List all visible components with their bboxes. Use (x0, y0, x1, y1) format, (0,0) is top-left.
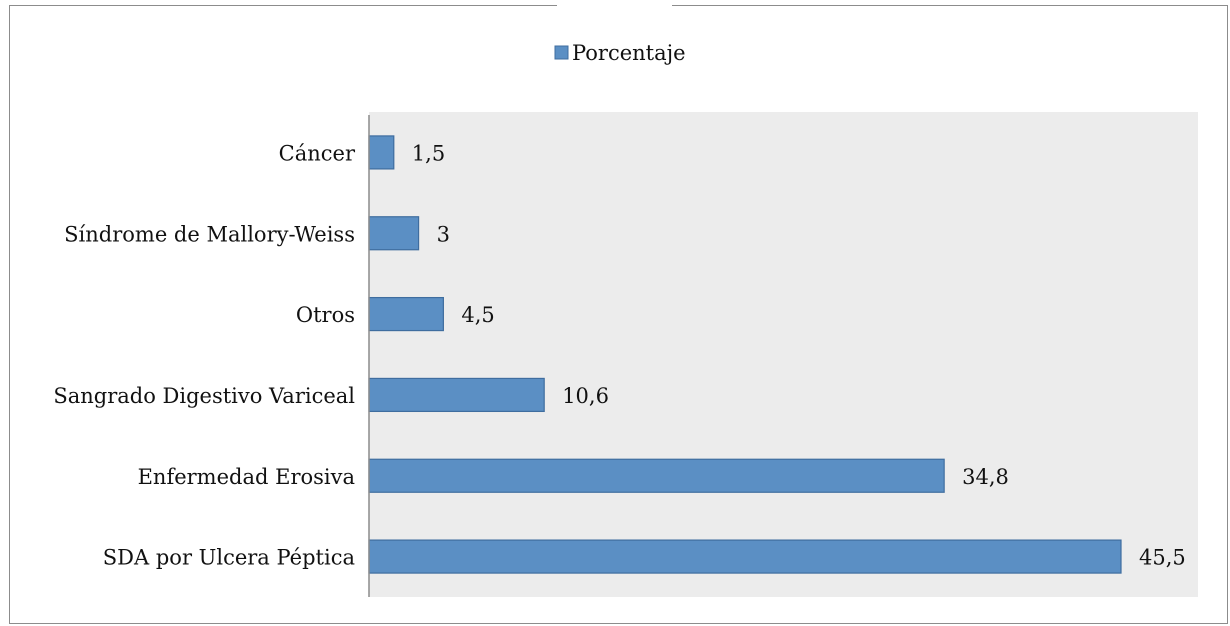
value-labels-layer: 45,5 34,8 10,6 4,5 3 1,5 (412, 141, 1186, 569)
value-label-3: 10,6 (562, 384, 609, 408)
legend-swatch-porcentaje (554, 45, 569, 60)
category-label-6: Cáncer (279, 141, 356, 165)
bars-layer (368, 135, 1122, 574)
category-label-3: Sangrado Digestivo Variceal (53, 384, 355, 408)
category-label-1: SDA por Ulcera Péptica (103, 546, 355, 570)
bar-6 (368, 135, 395, 170)
bar-3 (368, 377, 545, 413)
bar-1 (368, 539, 1122, 574)
value-label-4: 4,5 (461, 303, 494, 327)
category-labels-layer: SDA por Ulcera Péptica Enfermedad Erosiva… (53, 141, 356, 569)
bar-4 (368, 296, 444, 332)
plot-area (369, 112, 1198, 597)
value-label-2: 34,8 (962, 465, 1009, 489)
frame-top-border-right (672, 5, 1228, 6)
frame-top-border-left (9, 5, 557, 6)
value-label-5: 3 (437, 222, 450, 246)
bar-2 (368, 458, 945, 493)
legend-label-porcentaje: Porcentaje (572, 41, 686, 65)
value-label-1: 45,5 (1139, 546, 1186, 570)
category-label-2: Enfermedad Erosiva (138, 465, 355, 489)
category-label-4: Otros (296, 303, 355, 327)
legend: Porcentaje (554, 41, 686, 65)
category-label-5: Síndrome de Mallory-Weiss (64, 222, 355, 246)
bar-5 (368, 216, 420, 251)
value-label-6: 1,5 (412, 141, 445, 165)
